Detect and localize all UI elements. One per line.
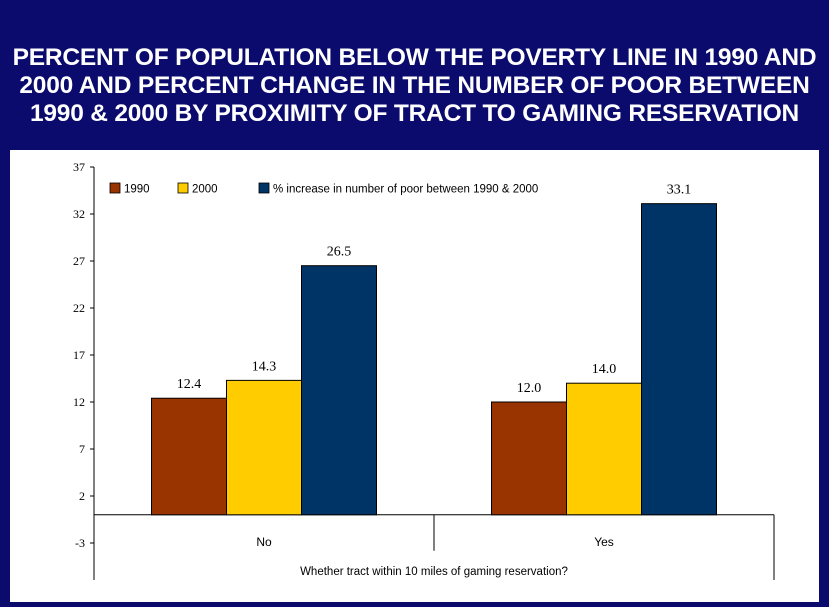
data-label: 12.4 xyxy=(177,377,202,392)
legend-swatch xyxy=(177,182,189,194)
data-label: 14.0 xyxy=(592,362,617,377)
legend-swatch xyxy=(258,182,270,194)
bar-1990-yes xyxy=(491,401,567,516)
x-category-label: No xyxy=(256,535,272,549)
y-tick-label: 17 xyxy=(73,348,85,362)
data-label: 33.1 xyxy=(667,183,692,198)
chart-legend: 1990 2000 % increase in number of poor bet… xyxy=(109,182,538,196)
x-category-label: Yes xyxy=(594,535,614,549)
data-label: 12.0 xyxy=(517,381,542,396)
bar-2000-no xyxy=(226,379,302,516)
legend-swatch xyxy=(109,182,121,194)
y-tick-label: 37 xyxy=(73,160,85,174)
bar--no xyxy=(301,265,377,516)
bar--yes xyxy=(641,203,717,516)
data-label: 26.5 xyxy=(327,245,352,260)
chart-data-labels: 12.4 14.3 26.5 12.0 14.0 33.1 xyxy=(177,183,692,396)
bar-1990-no xyxy=(151,397,227,516)
data-label: 14.3 xyxy=(252,359,277,374)
legend-label: % increase in number of poor between 199… xyxy=(273,184,538,196)
bar-2000-yes xyxy=(566,382,642,516)
y-tick-label: -3 xyxy=(75,536,85,550)
y-tick-label: 2 xyxy=(79,489,85,503)
chart-bars xyxy=(151,203,717,516)
y-tick-label: 12 xyxy=(73,395,85,409)
y-tick-label: 27 xyxy=(73,254,85,268)
legend-label: 2000 xyxy=(192,184,218,196)
slide-title: PERCENT OF POPULATION BELOW THE POVERTY … xyxy=(12,44,817,127)
x-axis-title: Whether tract within 10 miles of gaming … xyxy=(300,566,568,578)
bar-chart: 37 32 27 22 17 12 7 2 -3 No Yes Whether tract withi… xyxy=(73,160,775,580)
y-tick-label: 32 xyxy=(73,207,85,221)
y-tick-label: 22 xyxy=(73,301,85,315)
legend-label: 1990 xyxy=(124,184,150,196)
y-tick-label: 7 xyxy=(79,442,85,456)
chart-panel: 37 32 27 22 17 12 7 2 -3 No Yes Whether tract withi… xyxy=(10,150,819,602)
